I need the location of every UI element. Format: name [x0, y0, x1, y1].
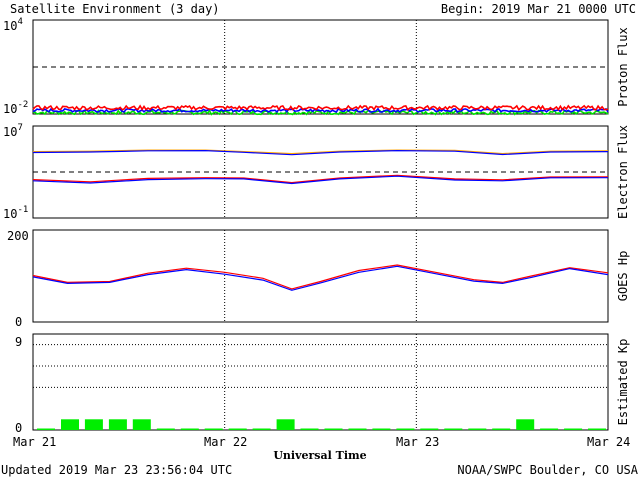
electron-series-2-red — [32, 174, 609, 184]
proton-ymax-label: 104 — [3, 17, 23, 33]
x-tick-mar21: Mar 21 — [13, 435, 56, 449]
kp-bar-20 — [516, 419, 535, 430]
x-axis-label: Universal Time — [273, 449, 366, 462]
hp-ymax-label: 200 — [7, 229, 29, 243]
electron-series-1-blue — [32, 149, 609, 156]
hp-series-0-red — [32, 264, 609, 290]
kp-panel — [32, 333, 609, 431]
proton-series-red — [32, 104, 609, 112]
kp-bar-19 — [492, 428, 511, 430]
kp-bar-14 — [372, 428, 391, 430]
kp-bar-1 — [61, 419, 79, 430]
x-tick-mar22: Mar 22 — [204, 435, 247, 449]
kp-bar-5 — [156, 428, 175, 430]
kp-bar-13 — [348, 428, 367, 430]
kp-bar-22 — [564, 428, 583, 430]
kp-bar-11 — [300, 428, 319, 430]
kp-bar-18 — [468, 428, 487, 430]
x-tick-mar24: Mar 24 — [587, 435, 630, 449]
kp-bar-23 — [588, 428, 606, 430]
electron-flux-label: Electron Flux — [616, 125, 630, 219]
goes-hp-panel — [32, 229, 609, 323]
kp-bar-16 — [420, 428, 439, 430]
electron-ymin-label: 10-1 — [3, 205, 28, 221]
kp-bar-17 — [444, 428, 463, 430]
estimated-kp-label: Estimated Kp — [616, 339, 630, 426]
proton-flux-label: Proton Flux — [616, 27, 630, 106]
kp-bar-4 — [132, 419, 151, 430]
electron-series-3-blue — [32, 175, 609, 185]
kp-bar-15 — [396, 428, 415, 430]
credit: NOAA/SWPC Boulder, CO USA — [457, 463, 638, 477]
updated-time: Updated 2019 Mar 23 23:56:04 UTC — [1, 463, 232, 477]
begin-time: Begin: 2019 Mar 21 0000 UTC — [441, 2, 636, 16]
kp-ymin-label: 0 — [15, 421, 22, 435]
kp-bar-2 — [84, 419, 103, 430]
kp-bar-21 — [540, 428, 559, 430]
hp-series-1-blue — [32, 265, 609, 291]
kp-bar-6 — [180, 428, 199, 430]
kp-bar-8 — [228, 428, 247, 430]
kp-bar-3 — [108, 419, 127, 430]
proton-ymin-label: 10-2 — [3, 100, 28, 116]
kp-bar-7 — [204, 428, 223, 430]
kp-bar-9 — [252, 428, 271, 430]
kp-bar-10 — [276, 419, 295, 430]
hp-ymin-label: 0 — [15, 315, 22, 329]
kp-bar-12 — [324, 428, 343, 430]
electron-ymax-label: 107 — [3, 123, 23, 139]
kp-bar-0 — [37, 428, 55, 430]
electron-series-0-orange — [32, 149, 609, 155]
x-tick-mar23: Mar 23 — [396, 435, 439, 449]
kp-ymax-label: 9 — [15, 335, 22, 349]
chart-title: Satellite Environment (3 day) — [10, 2, 220, 16]
goes-hp-label: GOES Hp — [616, 251, 630, 302]
